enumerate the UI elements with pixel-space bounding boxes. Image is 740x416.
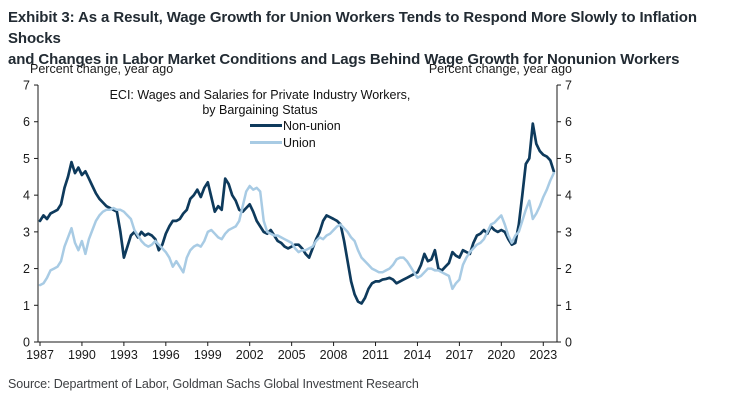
y-tick-label-left: 3	[23, 225, 30, 239]
legend-label-non-union: Non-union	[283, 118, 341, 133]
y-tick-label-left: 5	[23, 152, 30, 166]
x-tick-label: 2014	[404, 348, 432, 362]
x-tick-label: 2008	[320, 348, 348, 362]
x-tick-label: 1987	[26, 348, 54, 362]
x-tick-label: 1990	[68, 348, 96, 362]
union-line-swatch	[250, 141, 282, 144]
series-line-union	[38, 171, 556, 291]
exhibit-title-line-1: Exhibit 3: As a Result, Wage Growth for …	[8, 9, 697, 47]
chart-subtitle: by Bargaining Status	[202, 103, 318, 117]
x-tick-label: 1993	[110, 348, 138, 362]
y-tick-label-right: 0	[565, 336, 572, 350]
x-tick-label: 2002	[236, 348, 264, 362]
y-tick-label-left: 2	[23, 262, 30, 276]
y-tick-label-right: 4	[565, 189, 572, 203]
x-tick-label: 1999	[194, 348, 222, 362]
x-tick-label: 2023	[529, 348, 557, 362]
y-tick-label-right: 2	[565, 262, 572, 276]
non-union-line-swatch	[250, 124, 282, 127]
y-tick-label-left: 1	[23, 299, 30, 313]
legend-label-union: Union	[283, 135, 316, 150]
source-note: Source: Department of Labor, Goldman Sac…	[8, 377, 419, 391]
chart-legend-items: Non-union Union	[250, 117, 341, 151]
x-tick-label: 2017	[445, 348, 473, 362]
left-axis-unit-label: Percent change, year ago	[30, 62, 174, 76]
y-tick-label-right: 6	[565, 115, 572, 129]
chart-title: ECI: Wages and Salaries for Private Indu…	[109, 88, 411, 102]
y-tick-label-left: 6	[23, 115, 30, 129]
exhibit-title-line-2: and Changes in Labor Market Conditions a…	[8, 51, 680, 68]
x-tick-label: 2005	[278, 348, 306, 362]
x-tick-label: 2011	[362, 348, 389, 362]
chart-legend-header: ECI: Wages and Salaries for Private Indu…	[40, 88, 480, 118]
y-tick-label-right: 7	[565, 79, 572, 93]
y-tick-label-right: 5	[565, 152, 572, 166]
x-tick-label: 1996	[152, 348, 180, 362]
legend-item-union: Union	[250, 134, 341, 151]
y-tick-label-left: 7	[23, 79, 30, 93]
x-tick-label: 2020	[487, 348, 515, 362]
y-tick-label-left: 4	[23, 189, 30, 203]
legend-item-non-union: Non-union	[250, 117, 341, 134]
y-tick-label-right: 1	[565, 299, 572, 313]
y-tick-label-right: 3	[565, 225, 572, 239]
y-tick-label-left: 0	[23, 336, 30, 350]
exhibit-title: Exhibit 3: As a Result, Wage Growth for …	[8, 7, 736, 70]
right-axis-unit-label: Percent change, year ago	[428, 62, 572, 76]
